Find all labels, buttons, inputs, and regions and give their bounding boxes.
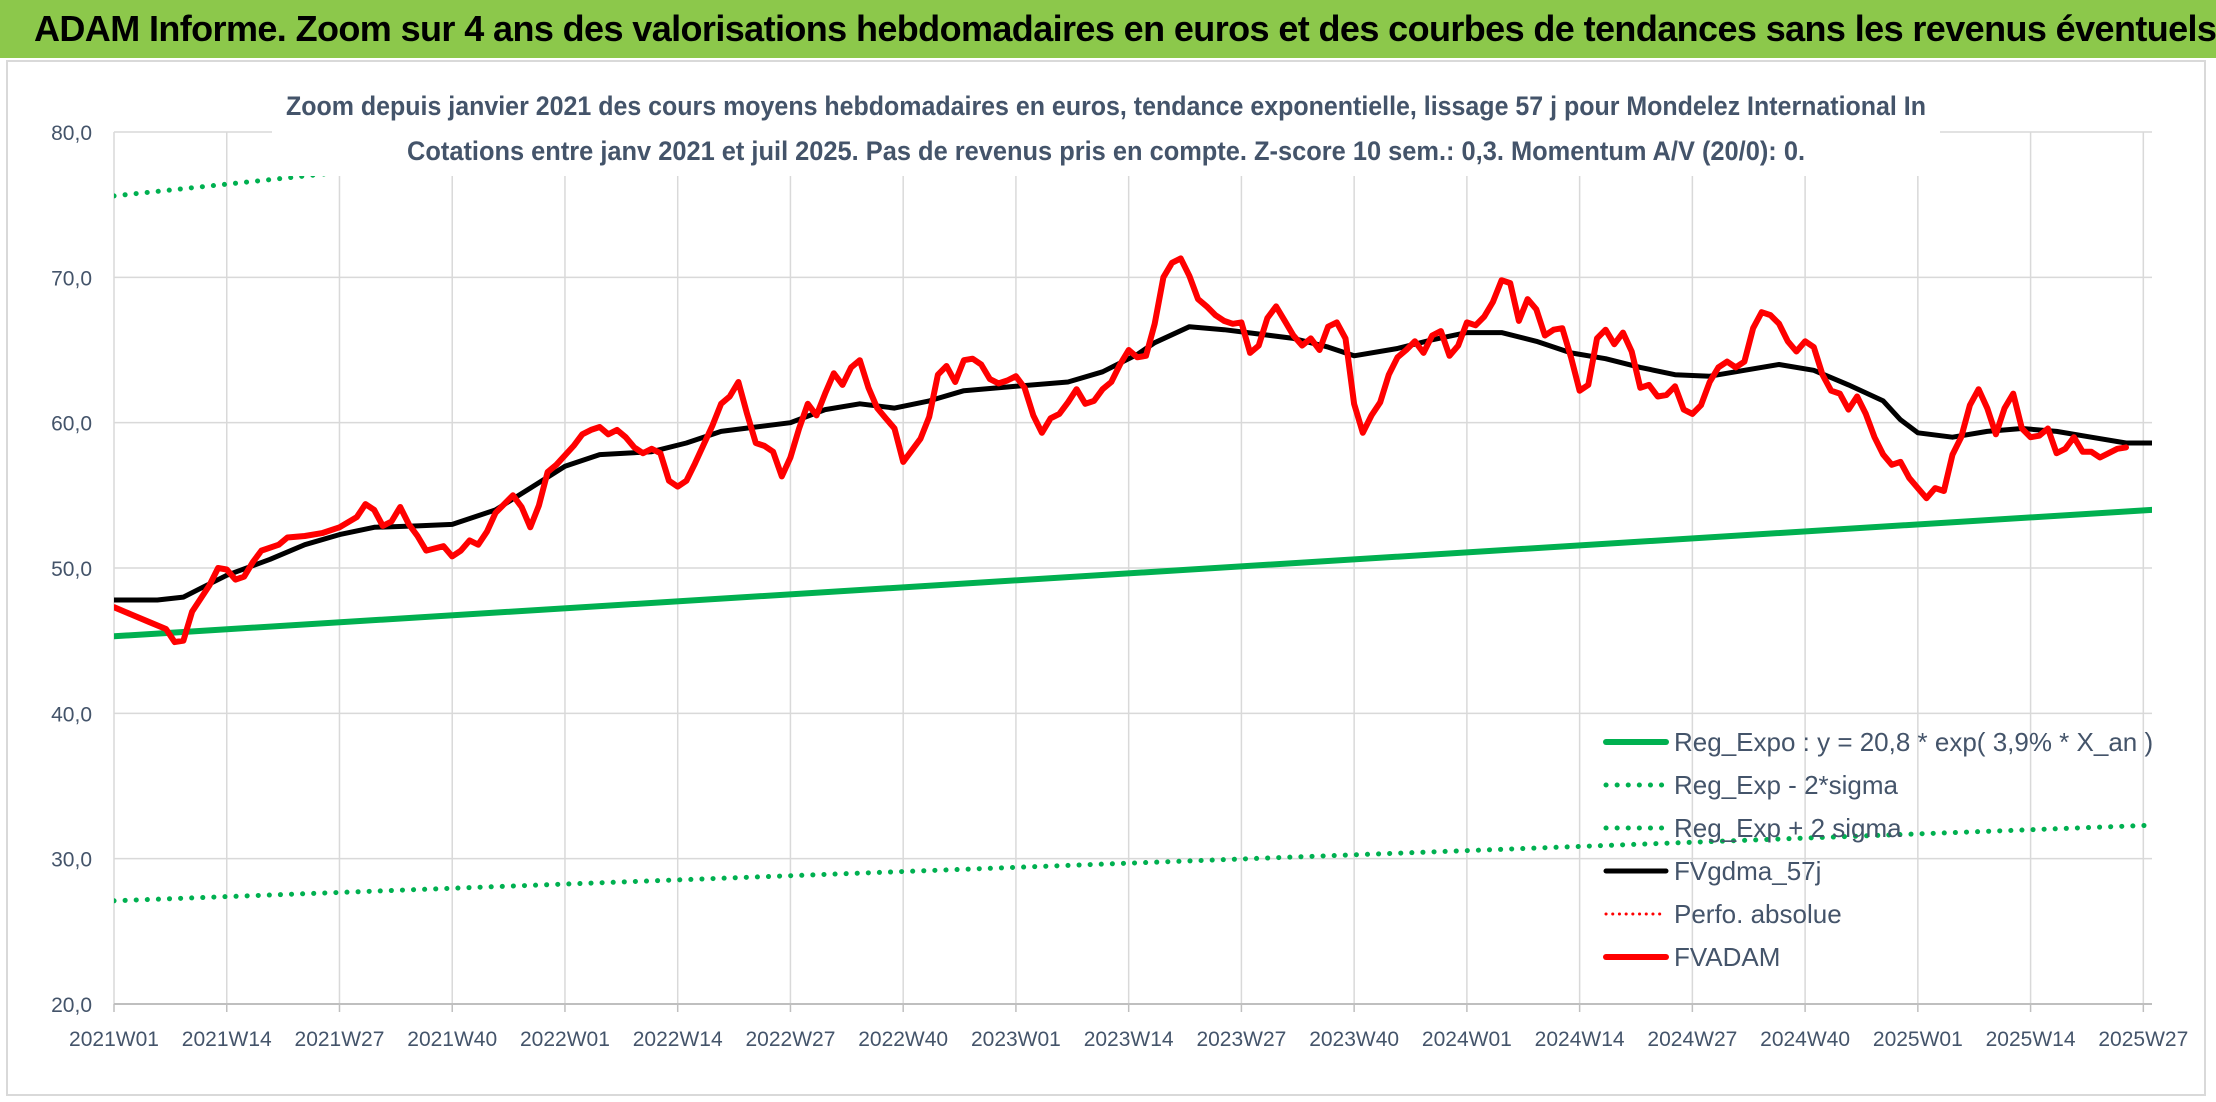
legend-fvadam: FVADAM bbox=[1603, 942, 1780, 972]
y-tick-label: 60,0 bbox=[51, 413, 92, 436]
legend: Reg_Expo : y = 20,8 * exp( 3,9% * X_an )… bbox=[1603, 727, 2153, 972]
report-banner-title: ADAM Informe. Zoom sur 4 ans des valoris… bbox=[34, 8, 2216, 49]
y-tick-label: 50,0 bbox=[51, 558, 92, 581]
chart-title: Zoom depuis janvier 2021 des cours moyen… bbox=[286, 91, 1926, 121]
legend-label: FVADAM bbox=[1674, 942, 1780, 972]
x-tick-label: 2025W27 bbox=[2098, 1028, 2188, 1051]
axes: 20,0 30,0 40,0 50,0 60,0 70,0 80,0 2021W01 2021W… bbox=[51, 122, 2188, 1051]
x-tick-label: 2024W01 bbox=[1422, 1028, 1512, 1051]
plot-border bbox=[6, 60, 2206, 1096]
x-tick-label: 2025W01 bbox=[1873, 1028, 1963, 1051]
y-tick-label: 30,0 bbox=[51, 849, 92, 872]
x-tick-label: 2022W01 bbox=[520, 1028, 610, 1051]
series-reg-exp-minus-2sigma bbox=[114, 822, 2152, 904]
y-tick-label: 40,0 bbox=[51, 703, 92, 726]
series-reg-expo bbox=[114, 506, 2152, 640]
report-banner: ADAM Informe. Zoom sur 4 ans des valoris… bbox=[0, 0, 2216, 58]
chart-subtitle: Cotations entre janv 2021 et juil 2025. … bbox=[407, 136, 1805, 166]
legend-perfo-absolue: Perfo. absolue bbox=[1604, 899, 1842, 929]
title-background bbox=[272, 84, 1940, 176]
legend-label: Reg_Exp - 2*sigma bbox=[1674, 770, 1899, 800]
x-tick-label: 2021W40 bbox=[407, 1028, 497, 1051]
legend-fvgdma-57j: FVgdma_57j bbox=[1603, 856, 1821, 886]
y-tick-label: 20,0 bbox=[51, 994, 92, 1017]
y-tick-label: 70,0 bbox=[51, 267, 92, 290]
x-tick-label: 2021W01 bbox=[69, 1028, 159, 1051]
legend-label: Perfo. absolue bbox=[1674, 899, 1842, 929]
legend-label: Reg_Exp + 2 sigma bbox=[1674, 813, 1902, 843]
chart-title-block: Zoom depuis janvier 2021 des cours moyen… bbox=[272, 84, 1940, 176]
x-tick-label: 2022W27 bbox=[745, 1028, 835, 1051]
x-tick-label: 2023W14 bbox=[1084, 1028, 1174, 1051]
x-tick-label: 2021W27 bbox=[295, 1028, 385, 1051]
x-tick-label: 2023W40 bbox=[1309, 1028, 1399, 1051]
series-layer bbox=[114, 132, 2152, 904]
legend-reg-expo: Reg_Expo : y = 20,8 * exp( 3,9% * X_an ) bbox=[1603, 727, 2153, 757]
series-fvgdma-57j bbox=[114, 324, 2152, 603]
legend-reg-exp-minus-2sigma: Reg_Exp - 2*sigma bbox=[1603, 770, 1899, 800]
x-tick-label: 2024W27 bbox=[1647, 1028, 1737, 1051]
series-fvadam bbox=[114, 255, 2129, 646]
y-tick-label: 80,0 bbox=[51, 122, 92, 145]
x-tick-label: 2024W40 bbox=[1760, 1028, 1850, 1051]
x-tick-label: 2023W27 bbox=[1196, 1028, 1286, 1051]
x-tick-label: 2025W14 bbox=[1986, 1028, 2076, 1051]
x-tick-label: 2024W14 bbox=[1535, 1028, 1625, 1051]
legend-label: Reg_Expo : y = 20,8 * exp( 3,9% * X_an ) bbox=[1674, 727, 2153, 757]
x-tick-label: 2023W01 bbox=[971, 1028, 1061, 1051]
x-tick-label: 2022W40 bbox=[858, 1028, 948, 1051]
legend-reg-exp-plus-2sigma: Reg_Exp + 2 sigma bbox=[1603, 813, 1902, 843]
x-tick-label: 2021W14 bbox=[182, 1028, 272, 1051]
legend-label: FVgdma_57j bbox=[1674, 856, 1821, 886]
grid-lines bbox=[113, 131, 2152, 1005]
x-tick-label: 2022W14 bbox=[633, 1028, 723, 1051]
